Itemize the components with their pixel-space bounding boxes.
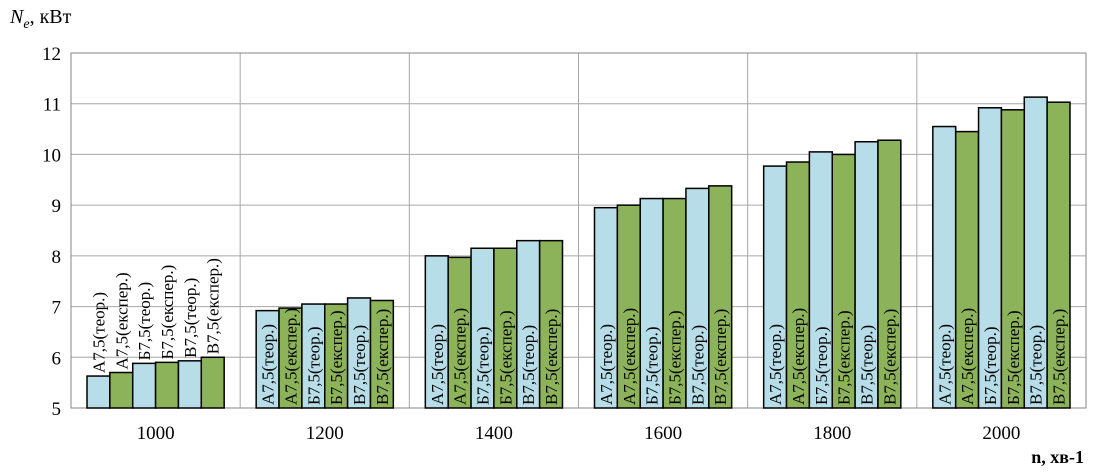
x-tick-label: 1000 [137, 423, 175, 444]
bar-label: Б7,5(експер.) [496, 310, 515, 405]
x-tick-label: 1400 [475, 423, 513, 444]
bar-label: Б7,5(теор.) [135, 282, 154, 361]
bar [200, 356, 225, 409]
y-tick-label: 12 [42, 44, 61, 65]
bar-label: В7,5(теор.) [1027, 325, 1046, 405]
bar-label-layer: А7,5(теор.) А7,5(експер.) Б7,5(теор.) Б7,5(… [89, 258, 1068, 405]
bar [1046, 101, 1071, 409]
bar-label: А7,5(експер.) [281, 308, 300, 405]
bar-label: Б7,5(експер.) [158, 265, 177, 360]
bar-label: А7,5(експер.) [789, 308, 808, 405]
bar-label: В7,5(теор.) [350, 325, 369, 405]
bar-label: В7,5(теор.) [519, 325, 538, 405]
bar [877, 139, 902, 409]
bar-label: А7,5(експер.) [620, 308, 639, 405]
bar [538, 239, 564, 409]
bar [109, 371, 134, 409]
bar-label: А7,5(теор.) [597, 324, 616, 405]
y-tick-label: 9 [52, 196, 62, 217]
bar-label: В7,5(експер.) [204, 258, 223, 354]
bar-label: В7,5(теор.) [858, 325, 877, 405]
y-tick-label: 8 [52, 247, 62, 268]
bar-label: А7,5(теор.) [935, 324, 954, 405]
bar-label: А7,5(теор.) [89, 292, 108, 373]
y-tick-label: 7 [52, 298, 62, 319]
bar-label: Б7,5(теор.) [643, 326, 662, 405]
y-tick-label: 6 [52, 348, 62, 369]
y-axis-label: Ne, кВт [10, 6, 72, 32]
bar [86, 375, 111, 409]
bar-label: В7,5(експер.) [542, 309, 561, 405]
bar [131, 362, 157, 409]
bar-label: А7,5(експер.) [958, 308, 977, 405]
grid-layer [70, 52, 1087, 409]
bar-label: А7,5(експер.) [112, 272, 131, 369]
bar [177, 360, 203, 409]
bar-label: Б7,5(теор.) [812, 326, 831, 405]
bar-label: В7,5(експер.) [373, 309, 392, 405]
plot-area-border [70, 52, 1087, 409]
axis-layer: 5 6 7 8 9 10 11 12 1000 1200 1400 1600 1800 2000 [42, 44, 1020, 444]
bar-label: А7,5(теор.) [259, 324, 278, 405]
bar-layer [86, 96, 1071, 409]
bar-label: В7,5(теор.) [688, 325, 707, 405]
x-tick-label: 1600 [644, 423, 682, 444]
bar [369, 299, 395, 409]
bar-label: Б7,5(теор.) [981, 326, 1000, 405]
bar-label: Б7,5(експер.) [327, 310, 346, 405]
bar-label: А7,5(теор.) [428, 324, 447, 405]
bar-label: Б7,5(теор.) [304, 326, 323, 405]
bar [708, 185, 733, 409]
bar-label: В7,5(експер.) [711, 309, 730, 405]
bar-label: Б7,5(експер.) [666, 310, 685, 405]
y-tick-label: 10 [42, 145, 61, 166]
bar-label: А7,5(експер.) [451, 308, 470, 405]
bar-label: Б7,5(теор.) [473, 326, 492, 405]
bar-label: А7,5(теор.) [766, 324, 785, 405]
bar-label: В7,5(експер.) [880, 309, 899, 405]
x-axis-label: n, хв-1 [1031, 447, 1084, 467]
bar-label: Б7,5(експер.) [835, 310, 854, 405]
bar-label: Б7,5(експер.) [1004, 310, 1023, 405]
bar-label: В7,5(експер.) [1050, 309, 1069, 405]
x-tick-label: 2000 [982, 423, 1020, 444]
bar [154, 361, 180, 409]
y-tick-label: 11 [43, 95, 61, 116]
x-tick-label: 1800 [813, 423, 851, 444]
y-tick-label: 5 [52, 399, 62, 420]
bar-label: В7,5(теор.) [181, 278, 200, 358]
x-tick-label: 1200 [306, 423, 344, 444]
